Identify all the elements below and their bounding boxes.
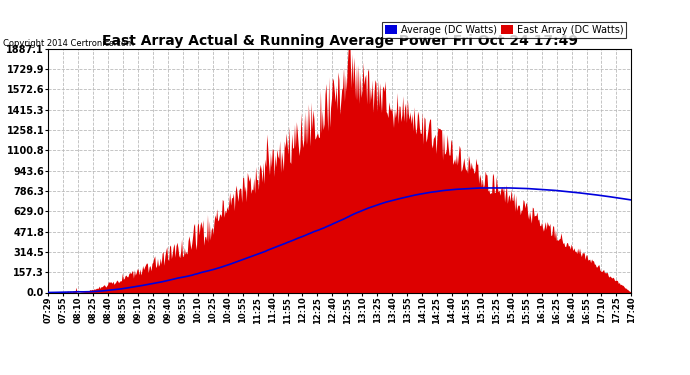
Text: Copyright 2014 Certronics.com: Copyright 2014 Certronics.com: [3, 39, 135, 48]
Title: East Array Actual & Running Average Power Fri Oct 24 17:49: East Array Actual & Running Average Powe…: [102, 34, 578, 48]
Legend: Average (DC Watts), East Array (DC Watts): Average (DC Watts), East Array (DC Watts…: [382, 22, 627, 38]
